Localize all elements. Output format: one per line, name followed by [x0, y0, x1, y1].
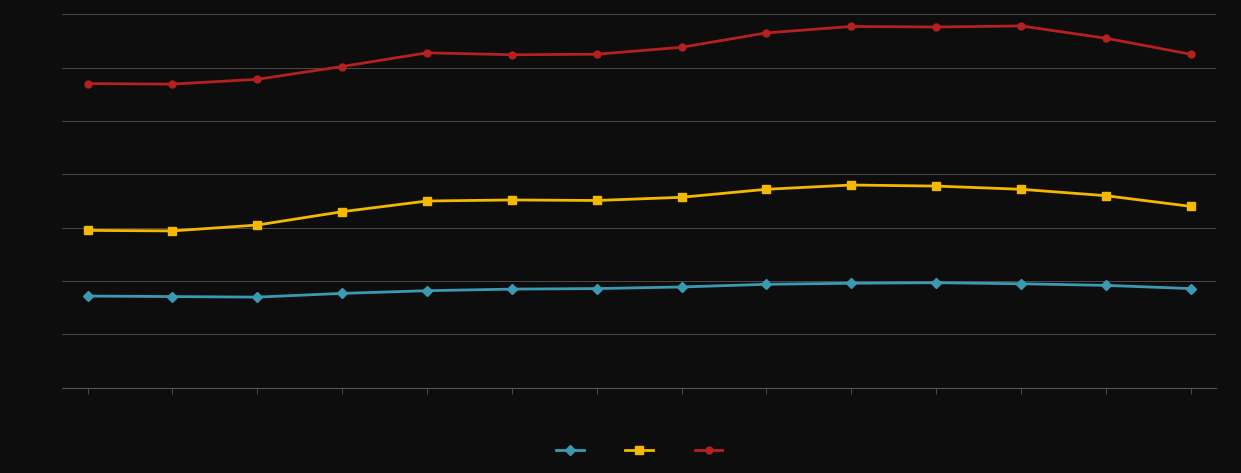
- Legend: , , : , ,: [550, 438, 728, 463]
